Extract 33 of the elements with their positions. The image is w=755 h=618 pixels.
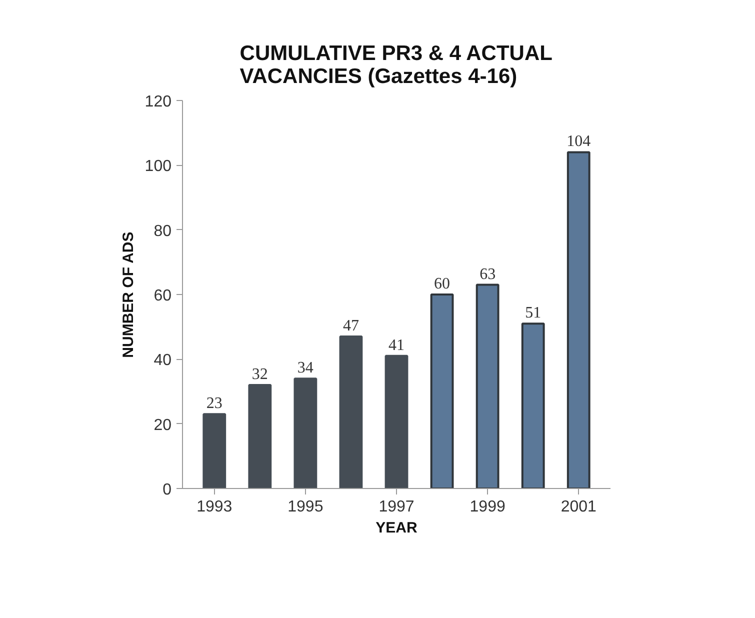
bar: [248, 384, 272, 488]
bar: [430, 294, 454, 488]
data-label: 60: [434, 276, 450, 292]
data-label: 32: [252, 366, 268, 384]
bar: [202, 413, 226, 488]
y-tick-label: 100: [144, 158, 172, 176]
x-axis-title: YEAR: [376, 520, 418, 536]
bar: [566, 151, 590, 488]
data-label: 63: [480, 266, 496, 283]
y-tick-label: 80: [154, 222, 172, 240]
bar: [339, 336, 363, 488]
x-tick-label: 1999: [470, 498, 506, 516]
data-label: 23: [206, 395, 222, 412]
data-label: 41: [388, 336, 404, 354]
y-tick-label: 20: [154, 416, 172, 434]
x-tick-label: 2001: [560, 498, 597, 516]
bar: [521, 322, 545, 488]
data-label: 51: [525, 304, 542, 322]
bar: [476, 284, 500, 488]
bar: [294, 378, 318, 488]
y-tick-label: 0: [162, 482, 172, 498]
data-label: 104: [566, 133, 591, 150]
y-tick-label: 120: [144, 94, 172, 110]
data-label: 47: [342, 318, 359, 335]
y-tick-label: 40: [154, 352, 172, 370]
y-tick-label: 60: [154, 288, 172, 304]
chart-title: CUMULATIVE PR3 & 4 ACTUAL VACANCIES (Gazettes 4-16): [240, 42, 553, 88]
x-tick-label: 1997: [378, 498, 414, 516]
x-tick-label: 1995: [288, 498, 324, 516]
bar: [384, 354, 408, 488]
data-label: 34: [297, 360, 314, 377]
y-axis-title: NUMBER OF ADS: [120, 232, 137, 358]
x-tick-label: 1993: [196, 498, 232, 516]
